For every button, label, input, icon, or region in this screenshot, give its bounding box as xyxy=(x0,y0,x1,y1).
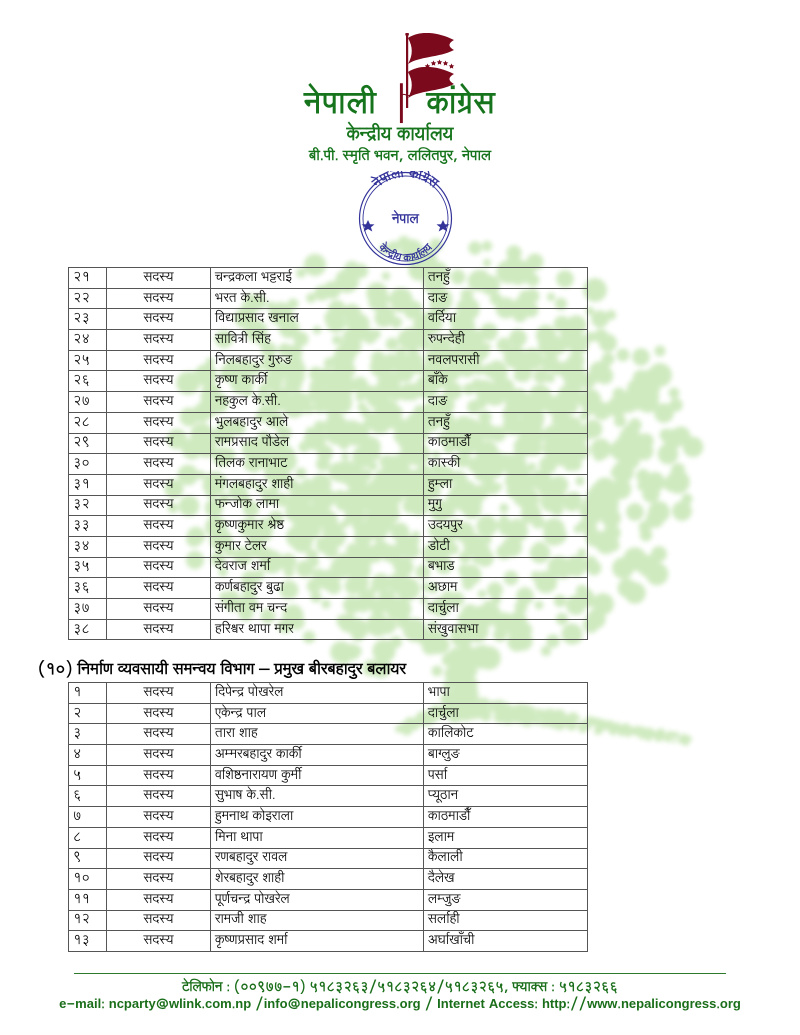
svg-text:नेपाल: नेपाल xyxy=(391,209,420,230)
svg-text:नेपाली कांग्रेस: नेपाली कांग्रेस xyxy=(367,171,443,194)
svg-text:केन्द्रीय कार्यालय: केन्द्रीय कार्यालय xyxy=(373,240,437,266)
